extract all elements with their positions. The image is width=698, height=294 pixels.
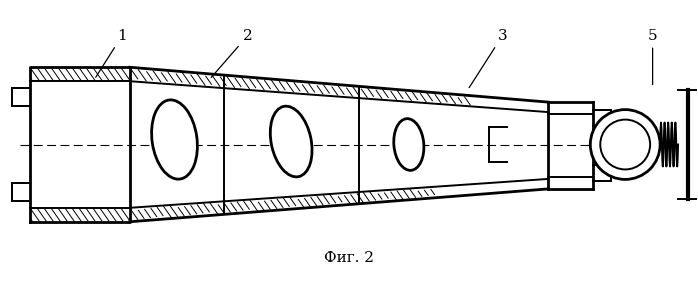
Text: 5: 5: [648, 29, 658, 85]
Ellipse shape: [151, 100, 198, 179]
Ellipse shape: [394, 119, 424, 170]
Circle shape: [591, 110, 660, 179]
Text: 3: 3: [469, 29, 507, 88]
Text: 1: 1: [96, 29, 127, 77]
Text: 2: 2: [211, 29, 253, 78]
Text: Фиг. 2: Фиг. 2: [324, 251, 374, 265]
Ellipse shape: [270, 106, 312, 177]
